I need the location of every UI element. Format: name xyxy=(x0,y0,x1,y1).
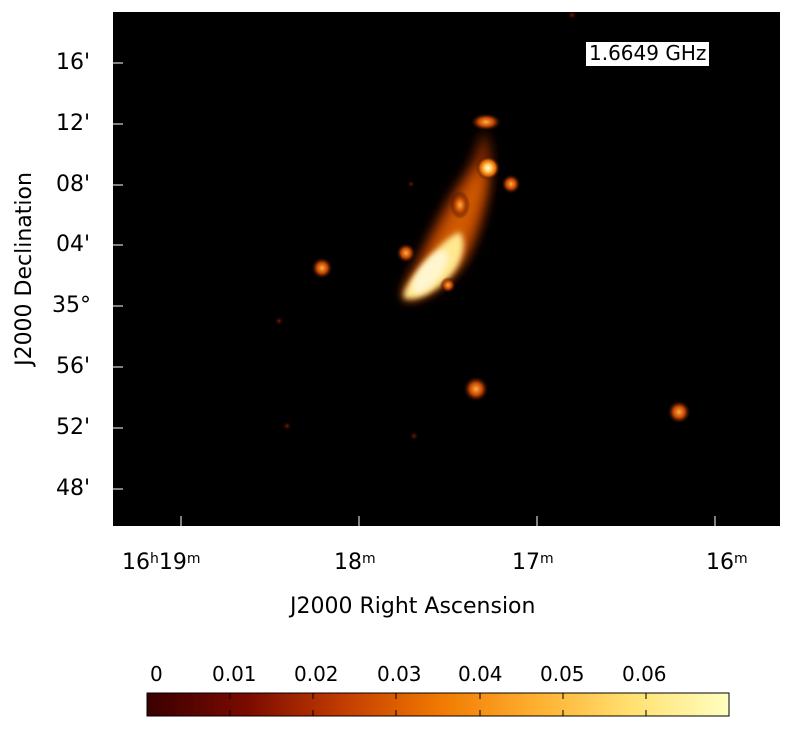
point-source xyxy=(501,174,521,194)
dec-tick-label: 48' xyxy=(56,476,91,501)
dec-tick-label: 52' xyxy=(56,415,91,440)
jet-hotspot xyxy=(412,250,448,294)
colorbar-label: 0 xyxy=(150,662,163,686)
north-lobe xyxy=(470,113,502,131)
colorbar-label: 0.03 xyxy=(377,662,422,686)
colorbar-ticks xyxy=(146,693,647,716)
dec-tick-label: 04' xyxy=(56,232,91,257)
dec-tick-label: 08' xyxy=(56,172,91,197)
point-source xyxy=(396,243,416,263)
ra-tick-label: 16h19m xyxy=(122,550,201,575)
faint-source xyxy=(409,431,419,441)
point-source xyxy=(311,257,333,279)
dec-tick-label: 12' xyxy=(56,111,91,136)
dec-tick-label: 56' xyxy=(56,354,91,379)
dec-tick-label: 35° xyxy=(52,293,91,318)
point-source xyxy=(667,400,691,424)
colorbar-label: 0.02 xyxy=(294,662,339,686)
faint-source xyxy=(407,180,415,188)
colorbar-label: 0.06 xyxy=(622,662,667,686)
frequency-label: 1.6649 GHz xyxy=(586,42,710,66)
ra-tick-label: 17m xyxy=(512,550,554,575)
ra-tick-label: 16m xyxy=(706,550,748,575)
faint-source xyxy=(567,12,577,20)
colorbar xyxy=(146,692,730,717)
point-source xyxy=(440,277,456,293)
y-axis-title: J2000 Declination xyxy=(12,172,37,366)
colorbar-label: 0.05 xyxy=(540,662,585,686)
point-source xyxy=(463,376,489,402)
colorbar-label: 0.01 xyxy=(212,662,257,686)
colorbar-label: 0.04 xyxy=(458,662,503,686)
axis-ticks xyxy=(113,62,716,526)
faint-source xyxy=(274,316,284,326)
x-axis-title: J2000 Right Ascension xyxy=(290,594,536,619)
mid-knot xyxy=(450,191,470,219)
emission-layer xyxy=(274,12,691,441)
north-knot xyxy=(476,156,500,180)
ra-tick-label: 18m xyxy=(334,550,376,575)
dec-tick-label: 16' xyxy=(56,50,91,75)
faint-source xyxy=(282,421,292,431)
jet-diffuse-emission xyxy=(404,130,491,300)
